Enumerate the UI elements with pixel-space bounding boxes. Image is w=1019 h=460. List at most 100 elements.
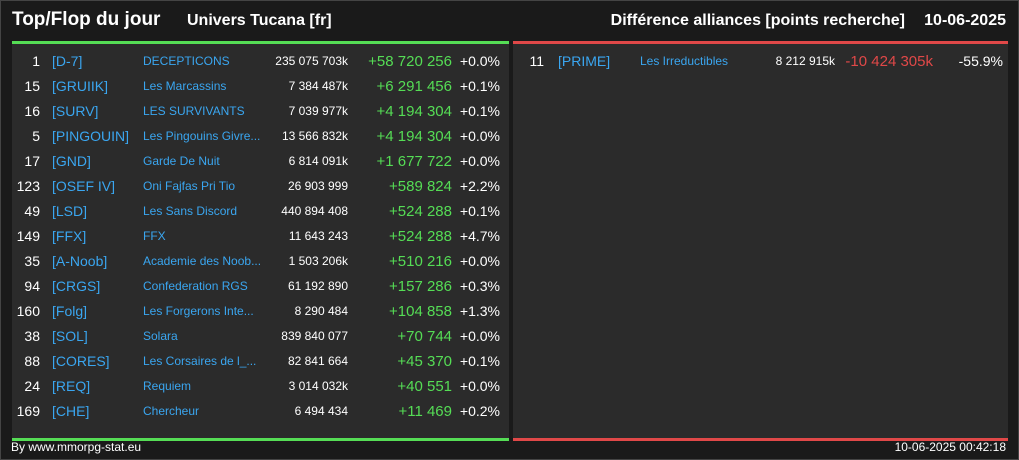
- alliance-diff: +157 286: [389, 278, 452, 295]
- alliance-percent: +1.3%: [459, 303, 500, 319]
- alliance-name-link[interactable]: Confederation RGS: [143, 279, 248, 293]
- alliance-name-link[interactable]: Les Marcassins: [143, 79, 227, 93]
- alliance-percent: +4.7%: [459, 228, 500, 244]
- alliance-tag-link[interactable]: [D-7]: [52, 53, 83, 69]
- alliance-name-link[interactable]: Les Corsaires de l_...: [143, 354, 257, 368]
- alliance-name-link[interactable]: Les Forgerons Inte...: [143, 304, 254, 318]
- alliance-rank: 88: [24, 353, 40, 369]
- alliance-points: 3 014 032k: [288, 379, 348, 393]
- alliance-diff: -10 424 305k: [845, 53, 933, 70]
- alliance-diff: +58 720 256: [368, 53, 452, 70]
- alliance-points: 235 075 703k: [275, 54, 348, 68]
- alliance-diff: +589 824: [389, 178, 452, 195]
- alliance-rank: 11: [529, 53, 544, 69]
- alliance-diff: +510 216: [389, 253, 452, 270]
- alliance-rank: 16: [24, 103, 40, 119]
- alliance-rank: 160: [16, 303, 40, 319]
- alliance-rank: 35: [24, 253, 40, 269]
- alliance-diff: +524 288: [389, 228, 452, 245]
- alliance-diff: +524 288: [389, 203, 452, 220]
- flop-panel: 11 [PRIME] Les Irreductibles 8 212 915k -10 …: [513, 41, 1008, 441]
- alliance-tag-link[interactable]: [SURV]: [52, 103, 99, 119]
- alliance-tag-link[interactable]: [CORES]: [52, 353, 110, 369]
- flop-row: 11 [PRIME] Les Irreductibles 8 212 915k -10 …: [513, 49, 1008, 74]
- top-row: 38 [SOL] Solara 839 840 077 +70 744 +0.0%: [12, 324, 509, 349]
- alliance-percent: +0.1%: [459, 353, 500, 369]
- alliance-name-link[interactable]: DECEPTICONS: [143, 54, 230, 68]
- top-row: 160 [Folg] Les Forgerons Inte... 8 290 484 +…: [12, 299, 509, 324]
- alliance-diff: +40 551: [397, 378, 452, 395]
- alliance-name-link[interactable]: Requiem: [143, 379, 192, 393]
- alliance-tag-link[interactable]: [FFX]: [52, 228, 87, 244]
- alliance-rank: 149: [16, 228, 40, 244]
- alliance-diff: +11 469: [398, 403, 452, 420]
- footer-credit: By www.mmorpg-stat.eu: [11, 440, 142, 454]
- alliance-points: 7 039 977k: [288, 104, 348, 118]
- alliance-points: 1 503 206k: [288, 254, 348, 268]
- alliance-rank: 5: [32, 128, 40, 144]
- alliance-name-link[interactable]: Chercheur: [143, 404, 200, 418]
- alliance-points: 8 212 915k: [775, 54, 835, 68]
- alliance-diff: +6 291 456: [376, 78, 453, 95]
- alliance-tag-link[interactable]: [SOL]: [52, 328, 88, 344]
- alliance-name-link[interactable]: LES SURVIVANTS: [143, 104, 245, 118]
- top-row: 169 [CHE] Chercheur 6 494 434 +11 469 +0.2%: [12, 399, 509, 424]
- top-row: 17 [GND] Garde De Nuit 6 814 091k +1 677 722…: [12, 149, 509, 174]
- alliance-name-link[interactable]: Les Pingouins Givre...: [143, 129, 261, 143]
- alliance-tag-link[interactable]: [OSEF IV]: [52, 178, 116, 194]
- alliance-percent: +0.1%: [459, 78, 500, 94]
- alliance-points: 839 840 077: [281, 329, 348, 343]
- top-row: 149 [FFX] FFX 11 643 243 +524 288 +4.7%: [12, 224, 509, 249]
- alliance-rank: 94: [24, 278, 40, 294]
- alliance-diff: +70 744: [397, 328, 452, 345]
- top-row: 16 [SURV] LES SURVIVANTS 7 039 977k +4 194 3…: [12, 99, 509, 124]
- alliance-name-link[interactable]: Les Irreductibles: [640, 54, 729, 68]
- alliance-tag-link[interactable]: [PINGOUIN]: [52, 128, 130, 144]
- alliance-tag-link[interactable]: [GRUIIK]: [52, 78, 109, 94]
- alliance-diff: +4 194 304: [376, 103, 453, 120]
- top-panel: 1 [D-7] DECEPTICONS 235 075 703k +58 720 256…: [12, 41, 509, 441]
- alliance-percent: +0.1%: [459, 203, 500, 219]
- alliance-tag-link[interactable]: [REQ]: [52, 378, 91, 394]
- metric-title: Différence alliances [points recherche]: [610, 12, 905, 29]
- alliance-tag-link[interactable]: [LSD]: [52, 203, 88, 219]
- footer-timestamp: 10-06-2025 00:42:18: [894, 440, 1006, 454]
- alliance-diff: +1 677 722: [376, 153, 453, 170]
- alliance-percent: +0.0%: [459, 328, 500, 344]
- page-title: Top/Flop du jour: [12, 9, 161, 30]
- alliance-tag-link[interactable]: [GND]: [52, 153, 91, 169]
- alliance-percent: +0.0%: [459, 378, 500, 394]
- top-row: 49 [LSD] Les Sans Discord 440 894 408 +524 2…: [12, 199, 509, 224]
- alliance-percent: +0.3%: [459, 278, 500, 294]
- alliance-rank: 38: [24, 328, 40, 344]
- universe-subtitle: Univers Tucana [fr]: [187, 12, 332, 29]
- top-row: 1 [D-7] DECEPTICONS 235 075 703k +58 720 256…: [12, 49, 509, 74]
- alliance-points: 6 494 434: [294, 404, 348, 418]
- alliance-name-link[interactable]: Les Sans Discord: [143, 204, 238, 218]
- alliance-points: 13 566 832k: [281, 129, 348, 143]
- alliance-tag-link[interactable]: [CHE]: [52, 403, 90, 419]
- alliance-tag-link[interactable]: [PRIME]: [558, 53, 611, 69]
- top-row: 35 [A-Noob] Academie des Noob... 1 503 206k…: [12, 249, 509, 274]
- alliance-name-link[interactable]: Academie des Noob...: [143, 254, 262, 268]
- alliance-tag-link[interactable]: [Folg]: [52, 303, 88, 319]
- alliance-rank: 123: [16, 178, 40, 194]
- alliance-name-link[interactable]: FFX: [143, 229, 166, 243]
- alliance-name-link[interactable]: Garde De Nuit: [143, 154, 220, 168]
- alliance-diff: +45 370: [397, 353, 452, 370]
- alliance-name-link[interactable]: Oni Fajfas Pri Tio: [143, 179, 236, 193]
- alliance-name-link[interactable]: Solara: [143, 329, 178, 343]
- alliance-rank: 15: [24, 78, 40, 94]
- alliance-percent: +2.2%: [459, 178, 500, 194]
- alliance-rank: 1: [32, 53, 40, 69]
- alliance-percent: +0.0%: [459, 253, 500, 269]
- alliance-tag-link[interactable]: [CRGS]: [52, 278, 101, 294]
- alliance-percent: +0.0%: [459, 153, 500, 169]
- alliance-points: 82 841 664: [287, 354, 348, 368]
- alliance-percent: +0.0%: [459, 53, 500, 69]
- alliance-rank: 17: [24, 153, 40, 169]
- alliance-tag-link[interactable]: [A-Noob]: [52, 253, 108, 269]
- alliance-points: 6 814 091k: [288, 154, 348, 168]
- top-row: 88 [CORES] Les Corsaires de l_... 82 841 66…: [12, 349, 509, 374]
- alliance-percent: -55.9%: [958, 53, 1003, 69]
